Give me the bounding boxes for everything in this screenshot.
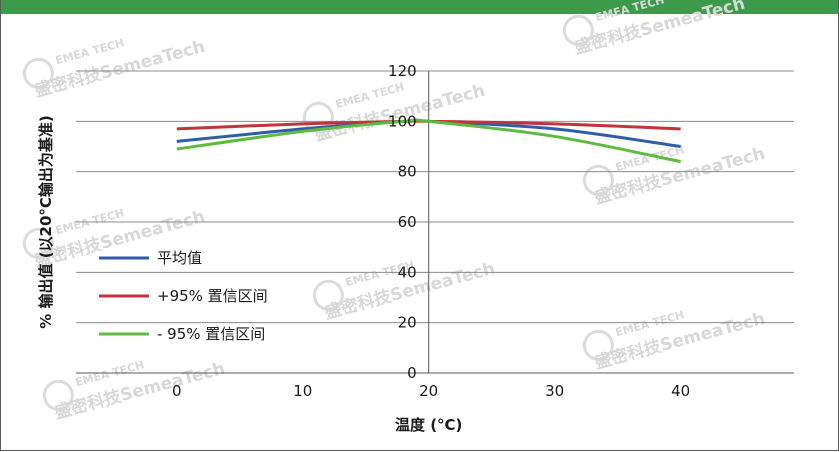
series-group — [176, 118, 681, 164]
y-tick-label: 60 — [398, 213, 417, 231]
watermark-logo — [582, 329, 614, 361]
y-tick-label: 100 — [388, 112, 417, 130]
x-tick-label: 20 — [419, 382, 438, 400]
watermark-logo — [312, 279, 344, 311]
y-axis-title: % 输出值 (以20°C输出为基准) — [37, 115, 55, 329]
x-tick-label: 0 — [172, 382, 182, 400]
legend-label: - 95% 置信区间 — [157, 325, 265, 343]
y-tick-label: 120 — [388, 62, 417, 80]
watermark-text: 盛密科技SemeaTech — [572, 0, 747, 58]
header-bar — [1, 0, 838, 14]
y-tick-label: 80 — [398, 163, 417, 181]
watermark-logo — [22, 227, 54, 259]
y-tick-label: 20 — [398, 314, 417, 332]
x-tick-label: 10 — [293, 382, 312, 400]
x-tick-label: 30 — [545, 382, 564, 400]
x-tick-label: 40 — [671, 382, 690, 400]
x-axis-title: 温度 (°C) — [395, 416, 462, 434]
watermark-logo — [562, 14, 594, 46]
y-tick-label: 40 — [398, 263, 417, 281]
watermark-logo — [42, 379, 74, 411]
watermark-logo — [582, 164, 614, 196]
y-tick-label: 0 — [407, 364, 417, 382]
legend-label: 平均值 — [157, 249, 202, 267]
legend-label: +95% 置信区间 — [157, 287, 268, 305]
watermark-logo — [22, 57, 54, 89]
series-line-3 — [176, 118, 681, 164]
legend: 平均值 +95% 置信区间 - 95% 置信区间 — [99, 249, 268, 343]
